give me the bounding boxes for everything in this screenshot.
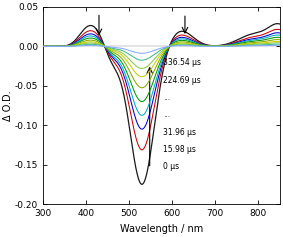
X-axis label: Wavelength / nm: Wavelength / nm bbox=[120, 223, 203, 233]
Text: 0 μs: 0 μs bbox=[164, 162, 180, 171]
Text: 31.96 μs: 31.96 μs bbox=[164, 128, 196, 137]
Text: ...: ... bbox=[164, 110, 171, 119]
Y-axis label: Δ O.D.: Δ O.D. bbox=[3, 90, 14, 121]
Text: 224.69 μs: 224.69 μs bbox=[164, 76, 201, 85]
Text: 336.54 μs: 336.54 μs bbox=[164, 58, 201, 67]
Text: 15.98 μs: 15.98 μs bbox=[164, 145, 196, 154]
Text: ...: ... bbox=[164, 93, 171, 102]
